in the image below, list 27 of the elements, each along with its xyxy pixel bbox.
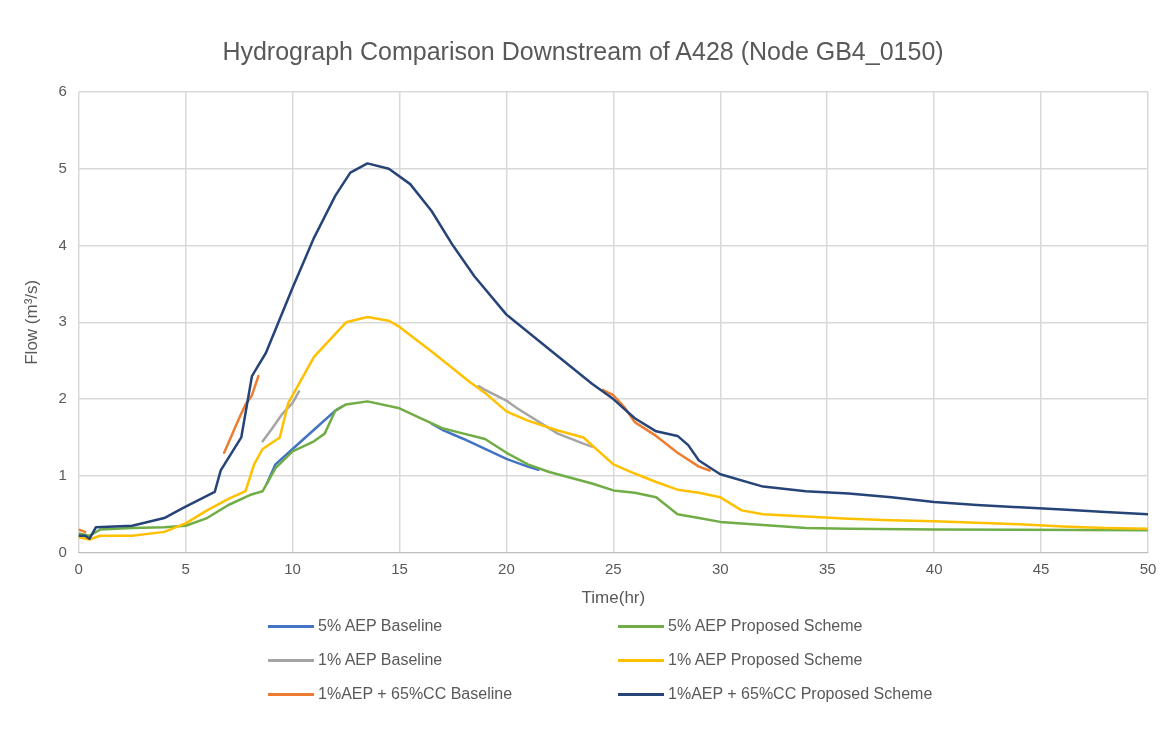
x-tick-label: 45 bbox=[1032, 559, 1050, 577]
legend-label: 5% AEP Baseline bbox=[318, 617, 443, 635]
x-axis-title: Time(hr) bbox=[581, 588, 646, 608]
legend-label: 1% AEP Proposed Scheme bbox=[668, 651, 863, 669]
chart-title: Hydrograph Comparison Downstream of A428 (Node GB4_0150) bbox=[222, 36, 944, 65]
y-tick-label: 3 bbox=[58, 312, 67, 330]
y-tick-label: 4 bbox=[58, 235, 67, 253]
x-tick-label: 40 bbox=[925, 559, 943, 577]
legend-label: 1%AEP + 65%CC Baseline bbox=[318, 685, 513, 703]
legend-label: 1% AEP Baseline bbox=[318, 651, 443, 669]
x-tick-label: 25 bbox=[605, 559, 622, 577]
y-tick-label: 2 bbox=[58, 389, 67, 407]
x-tick-label: 30 bbox=[711, 559, 729, 577]
y-tick-label: 1 bbox=[58, 465, 67, 483]
legend-label: 1%AEP + 65%CC Proposed Scheme bbox=[668, 685, 933, 703]
x-tick-label: 5 bbox=[181, 559, 190, 577]
y-tick-label: 5 bbox=[58, 158, 67, 176]
x-tick-label: 50 bbox=[1139, 559, 1157, 577]
x-tick-label: 35 bbox=[818, 559, 836, 577]
x-tick-label: 15 bbox=[391, 559, 408, 577]
y-tick-label: 0 bbox=[58, 542, 67, 560]
x-tick-label: 10 bbox=[284, 559, 301, 577]
y-axis-title: Flow (m³/s) bbox=[21, 279, 41, 365]
legend-label: 5% AEP Proposed Scheme bbox=[668, 617, 863, 635]
x-tick-label: 0 bbox=[74, 559, 83, 577]
x-tick-label: 20 bbox=[498, 559, 515, 577]
y-tick-label: 6 bbox=[58, 82, 67, 100]
